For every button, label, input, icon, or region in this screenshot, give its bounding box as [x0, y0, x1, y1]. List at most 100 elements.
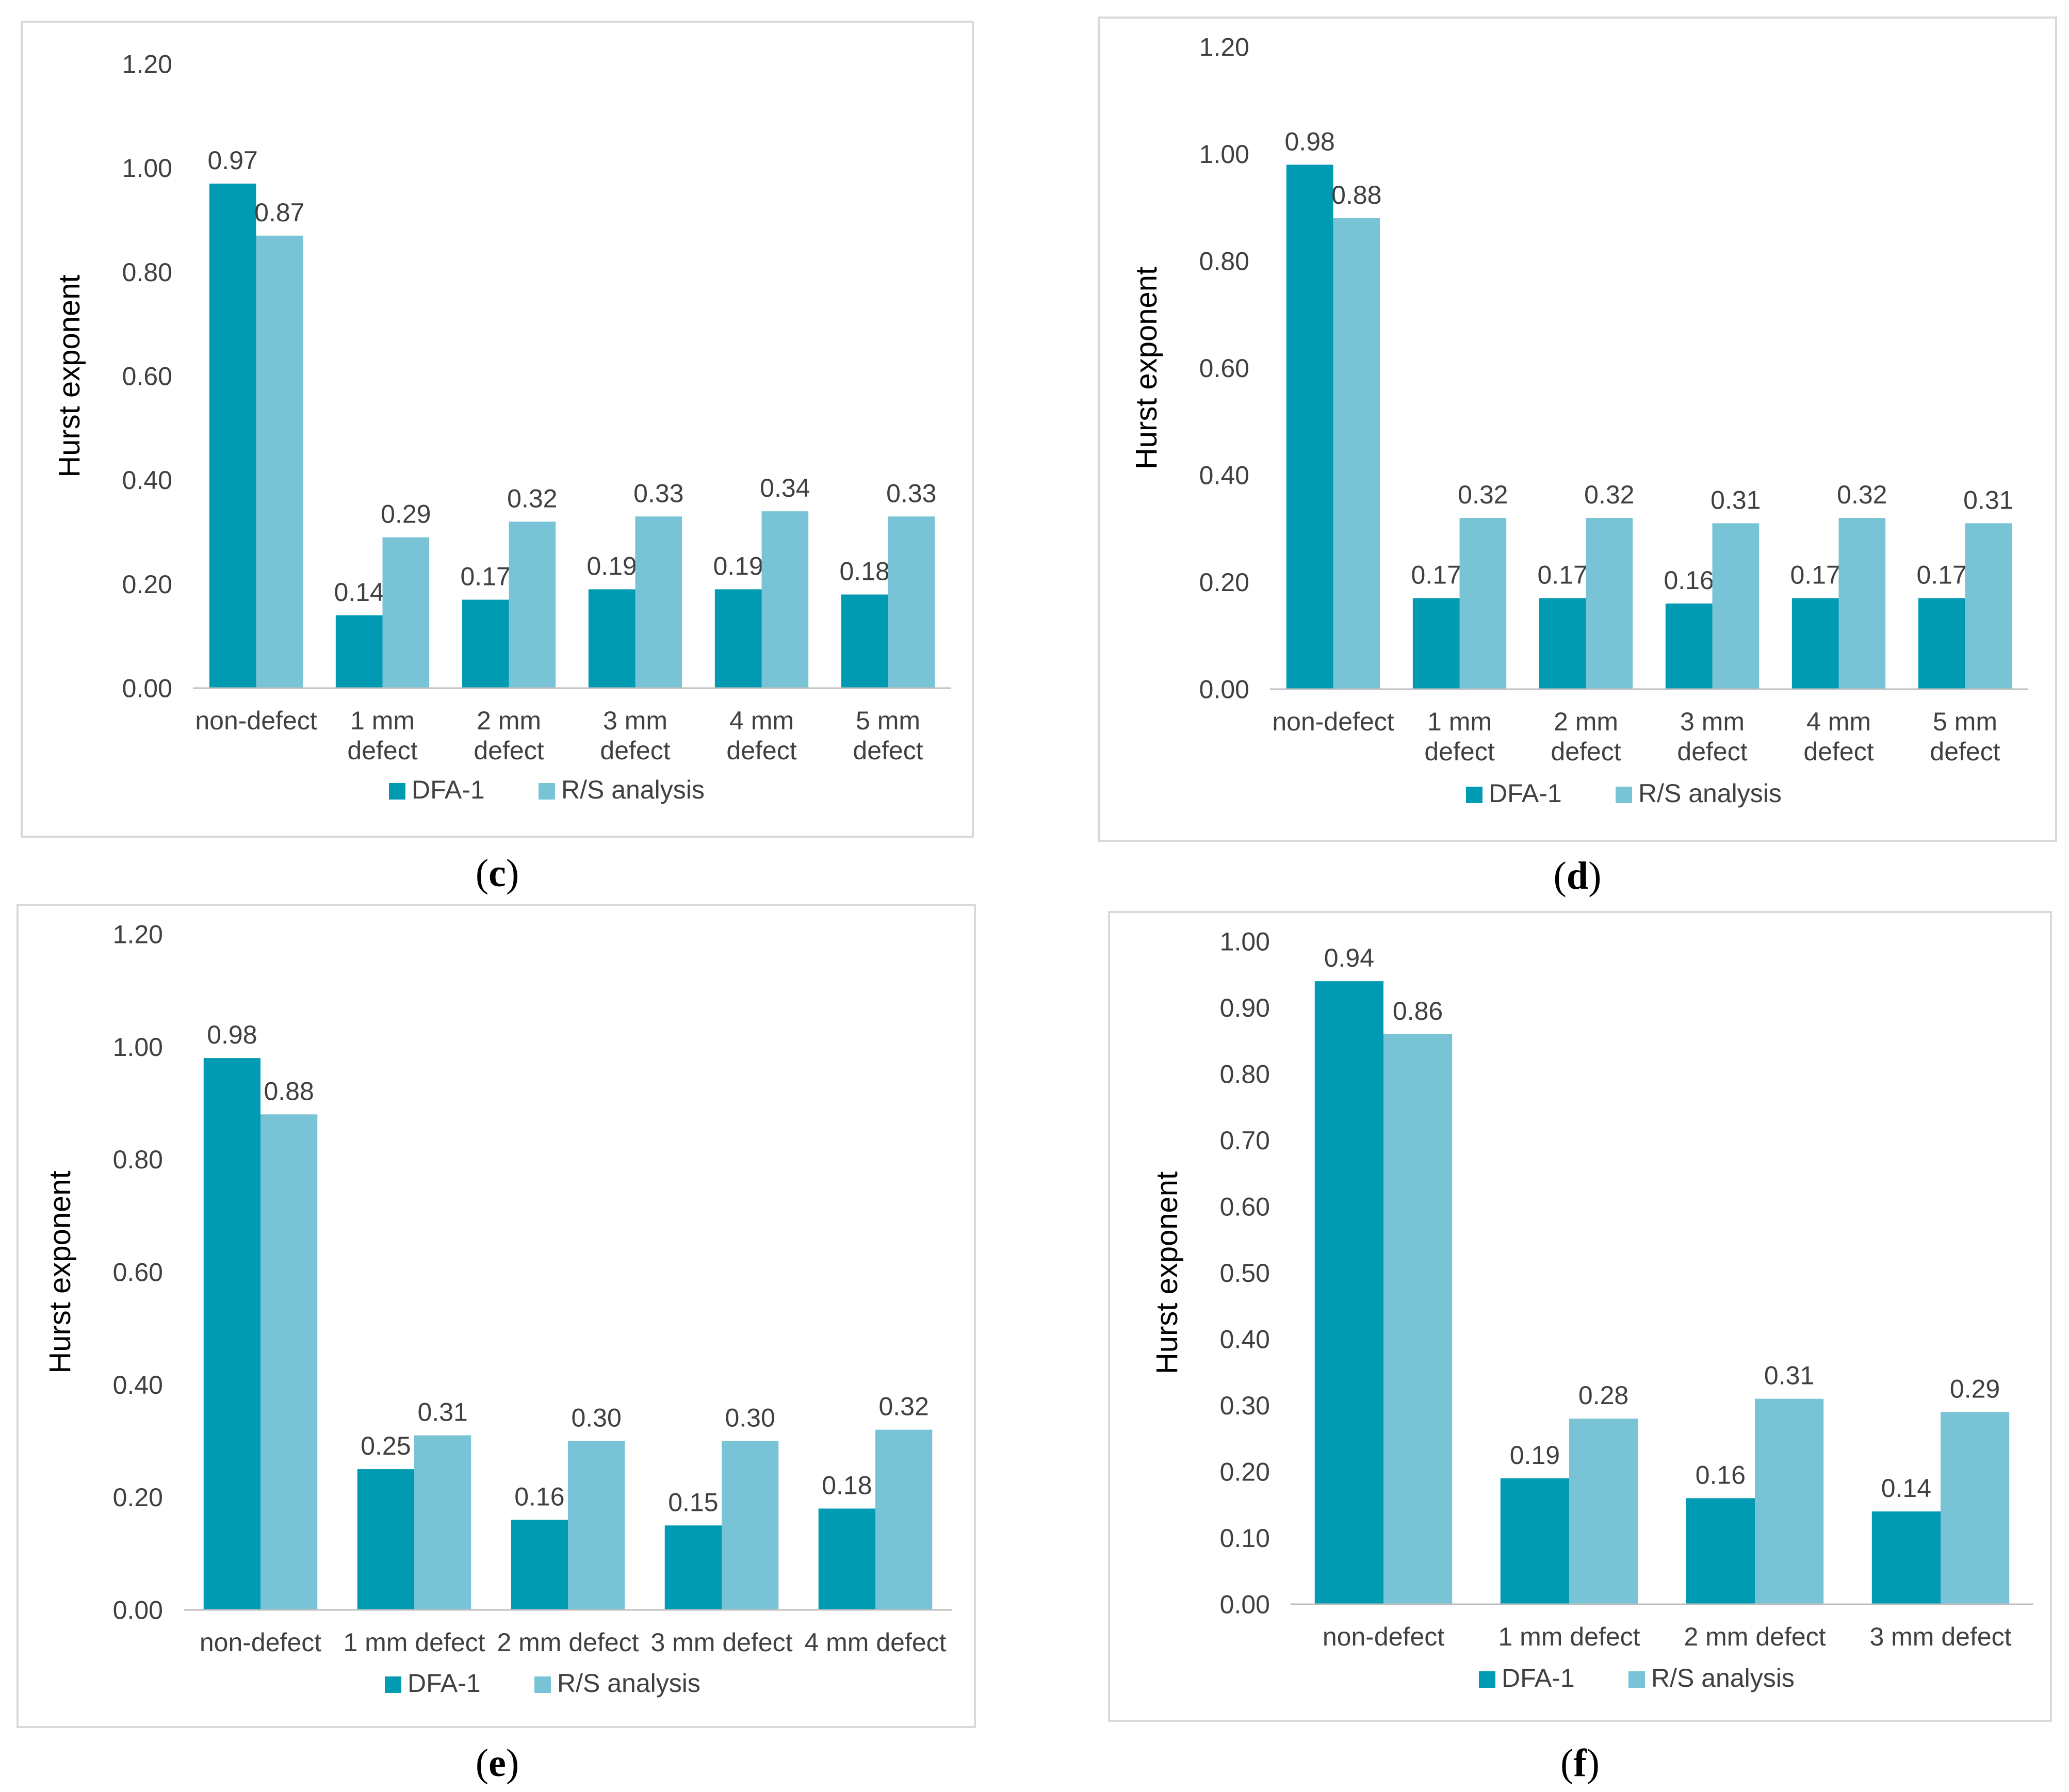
x-tick-label: 5 mm	[1933, 707, 1997, 736]
x-tick-label: defect	[600, 736, 670, 765]
bar-dfa-1	[209, 183, 256, 689]
caption-letter: f	[1573, 1741, 1587, 1785]
panel-caption-d: (d)	[1500, 854, 1655, 899]
legend-swatch	[534, 1676, 551, 1693]
y-tick-label: 1.20	[113, 920, 163, 949]
data-label: 0.19	[713, 551, 763, 580]
bar-rs-analysis	[761, 511, 809, 688]
caption-letter: d	[1566, 854, 1589, 898]
x-tick-label: defect	[1424, 737, 1494, 766]
bar-dfa-1	[714, 589, 762, 688]
bar-rs-analysis	[1712, 523, 1760, 689]
chart-panel-e: 0.00 0.20 0.40 0.60 0.80 1.00 1.20 Hurst expone…	[17, 904, 976, 1728]
x-tick-label: 2 mm	[1554, 707, 1618, 736]
x-tick-label: defect	[1930, 737, 2000, 766]
bar-rs-analysis	[382, 537, 430, 688]
bar-rs-analysis	[875, 1429, 933, 1610]
y-tick-label: 1.00	[1199, 140, 1249, 169]
bar-dfa-1	[1314, 981, 1383, 1604]
x-tick-label: 3 mm	[603, 706, 667, 735]
data-label: 0.28	[1578, 1381, 1628, 1410]
y-tick-label: 0.00	[1199, 675, 1249, 704]
chart-panel-d: 0.00 0.20 0.40 0.60 0.80 1.00 1.20 Hurst expone…	[1098, 17, 2057, 842]
y-tick-label: 0.00	[122, 674, 172, 703]
bar-rs-analysis	[1941, 1412, 2010, 1604]
data-label: 0.25	[361, 1431, 411, 1460]
y-tick-label: 0.80	[1199, 247, 1249, 276]
data-label: 0.17	[1538, 561, 1588, 590]
x-tick-label: 3 mm defect	[650, 1628, 792, 1657]
bar-dfa-1	[1286, 165, 1333, 689]
bar-dfa-1	[1918, 598, 1965, 689]
data-label: 0.19	[1510, 1441, 1560, 1470]
caption-close: )	[1588, 854, 1602, 898]
bar-rs-analysis	[1459, 518, 1507, 689]
x-tick-label: defect	[1551, 737, 1621, 766]
x-tick-label: 1 mm defect	[343, 1628, 485, 1657]
bar-dfa-1	[588, 589, 636, 688]
y-tick-label: 1.00	[113, 1033, 163, 1062]
y-tick-label: 0.20	[122, 570, 172, 599]
data-label: 0.15	[668, 1488, 718, 1517]
legend-swatch	[1616, 787, 1632, 803]
legend-label: DFA-1	[1502, 1664, 1575, 1692]
panel-caption-f: (f)	[1503, 1741, 1657, 1786]
data-label: 0.30	[571, 1404, 621, 1432]
bar-dfa-1	[1686, 1498, 1755, 1604]
bar-rs-analysis	[722, 1441, 779, 1610]
y-tick-label: 0.40	[1220, 1325, 1270, 1354]
x-tick-label: 3 mm defect	[1869, 1622, 2011, 1651]
data-label: 0.87	[254, 198, 304, 227]
x-tick-label: 3 mm	[1680, 707, 1745, 736]
x-tick-label: 1 mm	[1427, 707, 1492, 736]
x-tick-label: 2 mm defect	[497, 1628, 639, 1657]
bar-rs-analysis	[568, 1441, 625, 1610]
data-label: 0.17	[461, 562, 511, 591]
data-label: 0.88	[264, 1077, 314, 1105]
y-tick-label: 0.80	[1220, 1060, 1270, 1089]
legend-swatch	[385, 1676, 401, 1693]
x-tick-label: 4 mm	[729, 706, 794, 735]
data-label: 0.17	[1411, 561, 1461, 590]
y-tick-label: 1.20	[1199, 33, 1249, 62]
bar-chart-d: 0.00 0.20 0.40 0.60 0.80 1.00 1.20 Hurst expone…	[1130, 33, 2028, 808]
data-label: 0.32	[878, 1392, 928, 1421]
x-tick-label: 1 mm defect	[1498, 1622, 1640, 1651]
bar-chart-e: 0.00 0.20 0.40 0.60 0.80 1.00 1.20 Hurst expone…	[43, 920, 952, 1698]
x-tick-label: defect	[1803, 737, 1873, 766]
legend-label: R/S analysis	[561, 775, 705, 804]
y-tick-label: 0.40	[122, 466, 172, 495]
bar-rs-analysis	[1383, 1034, 1453, 1604]
legend-swatch	[389, 783, 405, 800]
y-tick-label: 0.80	[113, 1145, 163, 1174]
x-tick-label: defect	[474, 736, 544, 765]
y-tick-label: 0.60	[113, 1258, 163, 1287]
bar-rs-analysis	[509, 522, 556, 688]
bar-chart-f: 0.00 0.10 0.20 0.30 0.40 0.50 0.60 0.70 0.80 0.90…	[1150, 927, 2033, 1692]
caption-open: (	[1553, 854, 1567, 898]
bar-dfa-1	[1412, 598, 1460, 689]
y-tick-label: 0.00	[1220, 1590, 1270, 1619]
chart-panel-c: 0.00 0.20 0.40 0.60 0.80 1.00 1.20 Hurst expone…	[21, 21, 974, 838]
data-label: 0.14	[334, 578, 384, 607]
data-label: 0.16	[1696, 1460, 1746, 1489]
x-tick-label: non-defect	[200, 1628, 321, 1657]
data-label: 0.98	[1285, 127, 1335, 156]
bar-dfa-1	[462, 599, 509, 688]
y-tick-label: 0.70	[1220, 1126, 1270, 1155]
bar-rs-analysis	[1838, 518, 1886, 689]
y-tick-label: 0.00	[113, 1596, 163, 1625]
data-label: 0.34	[760, 474, 810, 502]
bar-dfa-1	[203, 1058, 260, 1610]
x-tick-label: non-defect	[1323, 1622, 1444, 1651]
data-label: 0.18	[840, 557, 890, 586]
x-tick-label: 2 mm defect	[1684, 1622, 1826, 1651]
panel-caption-e: (e)	[420, 1741, 575, 1786]
caption-open: (	[1560, 1741, 1574, 1785]
caption-close: )	[1586, 1741, 1600, 1785]
y-tick-label: 1.00	[122, 154, 172, 183]
x-tick-label: defect	[1677, 737, 1747, 766]
bar-rs-analysis	[1965, 523, 2012, 689]
x-tick-label: 4 mm defect	[804, 1628, 946, 1657]
data-label: 0.30	[725, 1404, 775, 1432]
